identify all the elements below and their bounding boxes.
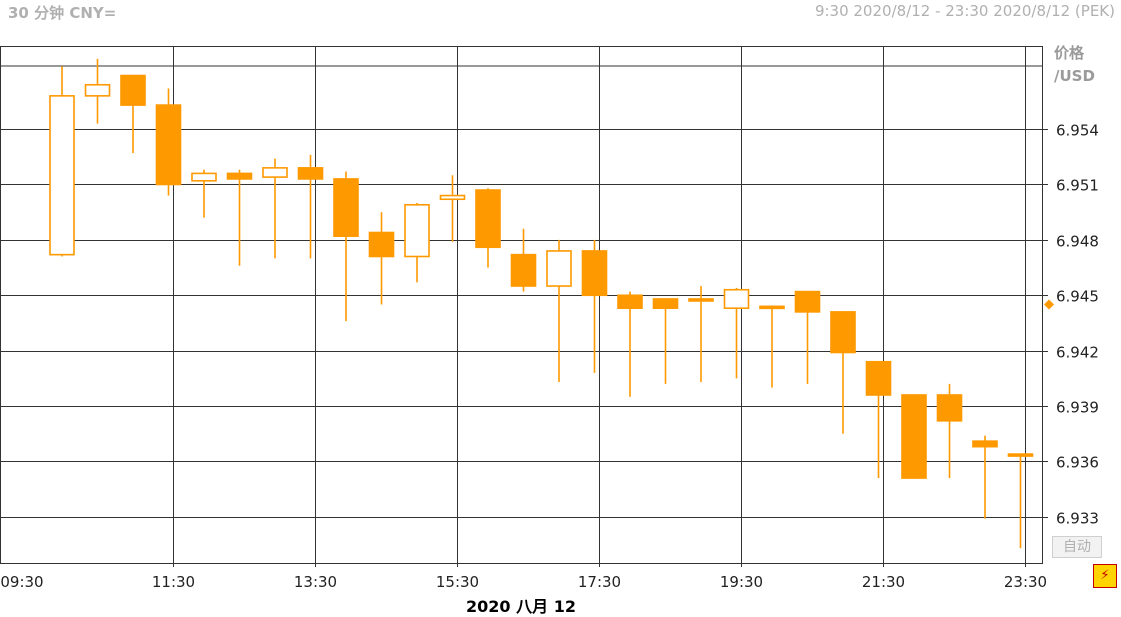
candle-body [297,167,324,180]
x-tick-label: 11:30 [152,573,195,591]
x-tick-label: 19:30 [720,573,763,591]
candle-body [546,250,572,287]
candle-body [262,167,288,178]
plot-frame [0,46,1043,564]
candle-body [759,305,785,310]
candle-body [368,231,395,258]
price-unit-label: 价格 /USD [1054,42,1114,88]
candle-body [155,104,182,186]
candle-body [84,83,111,97]
y-tick-label: 6.945 [1056,288,1099,306]
candle-body [510,253,537,287]
chart-title: 30 分钟 CNY= [8,4,117,22]
y-tick-label: 6.933 [1056,510,1099,528]
time-range: 9:30 2020/8/12 - 23:30 2020/8/12 (PEK) [814,2,1115,20]
x-tick-label: 13:30 [294,573,337,591]
candle-body [475,189,501,249]
candle-body [581,250,608,297]
x-tick-label: 15:30 [436,573,479,591]
candle-body [652,298,679,309]
candle-body [794,290,821,313]
candle-body [120,74,146,106]
y-tick-label: 6.942 [1056,344,1099,362]
candle-body [49,95,75,256]
candle-body [617,294,643,309]
y-tick-label: 6.951 [1056,177,1099,195]
y-tick-label: 6.948 [1056,233,1099,251]
auto-scale-button[interactable]: 自动 [1052,536,1102,558]
x-tick-label: 09:30 [0,573,43,591]
candle-body [936,394,963,422]
chart-tool-icon[interactable]: ⚡ [1093,564,1117,588]
candle-body [333,178,359,237]
unit-line-1: 价格 [1054,44,1085,62]
y-tick-label: 6.939 [1056,399,1099,417]
last-price-marker [1044,299,1054,310]
candle-body [439,194,466,201]
candle-body [688,298,714,302]
y-tick-label: 6.936 [1056,454,1099,472]
candle-body [830,311,856,354]
candle-body [404,203,430,258]
candle-body [723,288,750,309]
candle-body [901,394,927,479]
y-tick-label: 6.954 [1056,122,1099,140]
date-axis-label: 2020 八月 12 [466,597,576,616]
candle-body [191,172,217,182]
x-tick-label: 17:30 [578,573,621,591]
candle-body [972,440,998,448]
x-tick-label: 23:30 [1004,573,1047,591]
candle-body [1007,453,1034,457]
x-tick-label: 21:30 [862,573,905,591]
unit-line-2: /USD [1054,67,1095,85]
candle-body [865,360,892,396]
candle-body [226,172,253,180]
